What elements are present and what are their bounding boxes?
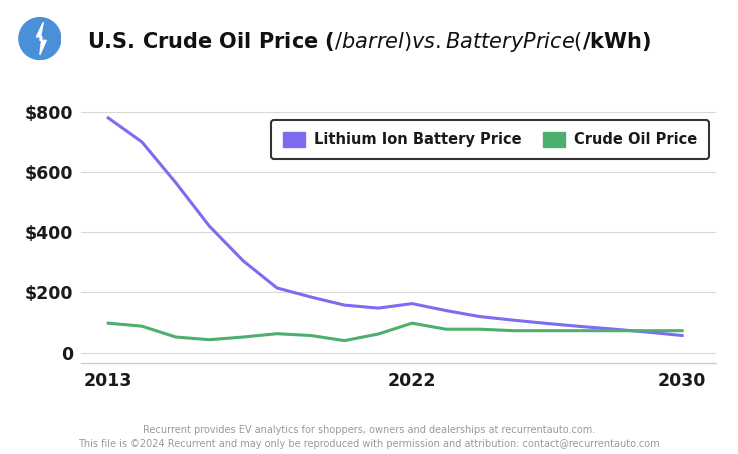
Legend: Lithium Ion Battery Price, Crude Oil Price: Lithium Ion Battery Price, Crude Oil Pri…	[272, 120, 708, 159]
Text: Recurrent provides EV analytics for shoppers, owners and dealerships at recurren: Recurrent provides EV analytics for shop…	[78, 424, 660, 449]
Polygon shape	[36, 22, 46, 55]
Text: U.S. Crude Oil Price ($/barrel)vs. Battery Price ($/kWh): U.S. Crude Oil Price ($/barrel)vs. Batte…	[87, 30, 651, 54]
Circle shape	[19, 18, 61, 59]
